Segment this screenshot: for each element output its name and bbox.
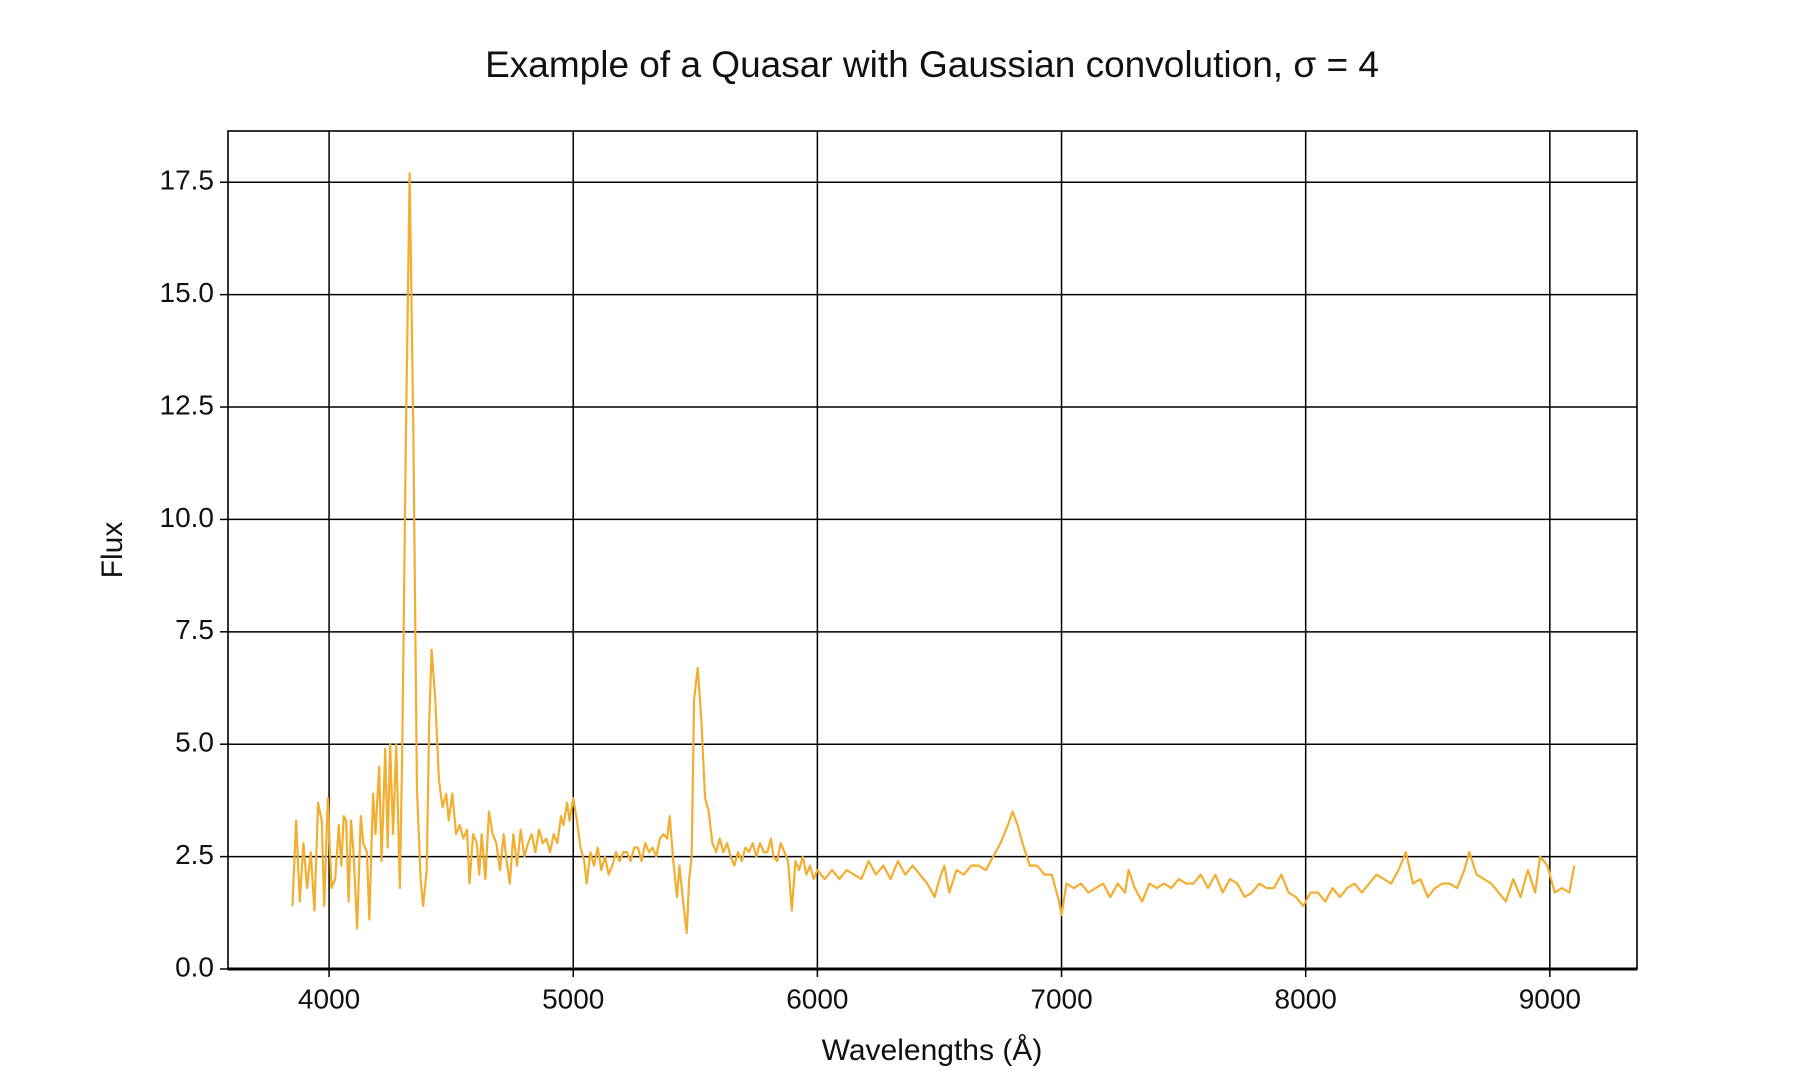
y-tick-label: 17.5	[160, 165, 215, 196]
x-axis-label: Wavelengths (Å)	[822, 1034, 1043, 1067]
grid	[228, 131, 1637, 970]
y-tick-label: 15.0	[160, 277, 215, 308]
x-tick-label: 6000	[786, 983, 848, 1014]
y-tick-label: 2.5	[175, 839, 214, 870]
x-tick-label: 5000	[542, 983, 604, 1014]
x-tick-label: 4000	[298, 983, 360, 1014]
y-tick-label: 10.0	[160, 502, 215, 533]
plot-area	[291, 172, 1576, 935]
y-tick-label: 5.0	[175, 727, 214, 758]
spectrum-line	[291, 172, 1576, 935]
x-tick-label: 7000	[1030, 983, 1092, 1014]
y-tick-label: 7.5	[175, 614, 214, 645]
y-tick-label: 12.5	[160, 389, 215, 420]
x-tick-label: 8000	[1275, 983, 1337, 1014]
chart-title: Example of a Quasar with Gaussian convol…	[485, 44, 1379, 85]
y-axis-label: Flux	[96, 522, 129, 579]
y-tick-label: 0.0	[175, 951, 214, 982]
x-tick-label: 9000	[1519, 983, 1581, 1014]
